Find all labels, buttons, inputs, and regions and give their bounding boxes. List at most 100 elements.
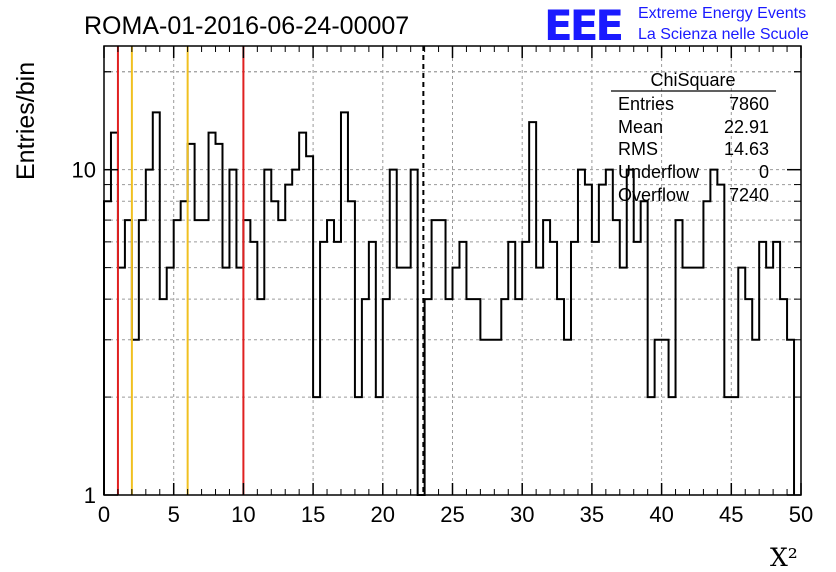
histogram-bin <box>432 220 439 495</box>
histogram-bin <box>780 299 787 495</box>
histogram-bin <box>480 340 487 495</box>
histogram-bin <box>487 340 494 495</box>
stats-overflow-label: Overflow <box>618 185 690 205</box>
histogram-bin <box>759 242 766 495</box>
histogram-bin <box>236 268 243 495</box>
histogram-bin <box>578 170 585 495</box>
stats-box: ChiSquare Entries 7860 Mean 22.91 RMS 14… <box>611 70 776 205</box>
histogram-bin <box>271 201 278 495</box>
histogram-bin <box>606 170 613 495</box>
histogram-bin <box>167 268 174 495</box>
histogram-bin <box>111 133 118 495</box>
histogram-bin <box>703 201 710 495</box>
logo-line-1: Extreme Energy Events <box>638 5 806 22</box>
histogram-bin <box>662 340 669 495</box>
histogram-bin <box>341 112 348 495</box>
histogram-bin <box>132 340 139 495</box>
x-tick-label: 15 <box>301 502 325 527</box>
histogram-bin <box>501 299 508 495</box>
histogram-bin <box>446 299 453 495</box>
x-tick-label: 20 <box>371 502 395 527</box>
stats-mean-label: Mean <box>618 117 663 137</box>
histogram-bin <box>557 299 564 495</box>
stats-mean-value: 22.91 <box>724 117 769 137</box>
histogram-bin <box>731 397 738 495</box>
x-tick-label: 25 <box>440 502 464 527</box>
histogram-bin <box>655 340 662 495</box>
histogram-bin <box>508 242 515 495</box>
histogram-bin <box>787 340 794 495</box>
histogram-bin <box>473 299 480 495</box>
histogram-bin <box>348 201 355 495</box>
y-tick-label: 1 <box>84 483 96 508</box>
histogram-bin <box>459 242 466 495</box>
histogram-bin <box>306 156 313 495</box>
run-title: ROMA-01-2016-06-24-00007 <box>84 12 409 40</box>
histogram-bin <box>669 397 676 495</box>
histogram-bin <box>585 185 592 495</box>
histogram-bin <box>202 220 209 495</box>
histogram-bin <box>613 220 620 495</box>
plot-frame <box>103 45 802 496</box>
histogram-bin <box>362 299 369 495</box>
histogram-bin <box>648 397 655 495</box>
histogram-bin <box>153 112 160 495</box>
histogram-bin <box>564 340 571 495</box>
reference-lines <box>116 46 425 495</box>
histogram-bin <box>689 268 696 495</box>
stats-overflow-value: 7240 <box>729 185 769 205</box>
x-tick-label: 50 <box>789 502 813 527</box>
histogram-bin <box>696 268 703 495</box>
x-tick-label: 45 <box>719 502 743 527</box>
histogram-bin <box>216 144 223 495</box>
histogram-bin <box>543 220 550 495</box>
histogram-bin <box>683 268 690 495</box>
histogram-bin <box>745 299 752 495</box>
histogram-bin <box>222 268 229 495</box>
histogram-series <box>103 111 796 496</box>
histogram-bin <box>383 299 390 495</box>
stats-rms-value: 14.63 <box>724 139 769 159</box>
eee-logo: EEE Extreme Energy Events La Scienza nel… <box>544 1 809 50</box>
histogram-bin <box>411 170 418 495</box>
histogram-bin <box>641 201 648 495</box>
x-tick-label: 30 <box>510 502 534 527</box>
histogram-bin <box>466 299 473 495</box>
histogram-bin <box>369 242 376 495</box>
histogram-bin <box>676 220 683 495</box>
histogram-bin <box>257 299 264 495</box>
histogram-bin <box>404 268 411 495</box>
stats-rms-label: RMS <box>618 139 658 159</box>
histogram-bin <box>181 201 188 495</box>
histogram-bin <box>278 220 285 495</box>
histogram-bin <box>515 299 522 495</box>
histogram-bin <box>634 242 641 495</box>
histogram-bin <box>439 220 446 495</box>
histogram-bin <box>390 170 397 495</box>
histogram-bin <box>627 170 634 495</box>
histogram-bin <box>188 144 195 495</box>
histogram-bin <box>522 242 529 495</box>
histogram-bin <box>229 170 236 495</box>
stats-entries-value: 7860 <box>729 94 769 114</box>
stats-title: ChiSquare <box>650 70 735 90</box>
histogram-bin <box>334 242 341 495</box>
histogram-bin <box>104 201 111 495</box>
histogram-bin <box>738 268 745 495</box>
histogram-bin <box>285 185 292 495</box>
logo-line-2: La Scienza nelle Scuole <box>638 26 809 43</box>
x-tick-label: 0 <box>98 502 110 527</box>
histogram-bin <box>536 268 543 495</box>
histogram-bin <box>724 397 731 495</box>
histogram-bin <box>752 340 759 495</box>
histogram-bin <box>571 242 578 495</box>
histogram-bin <box>139 220 146 495</box>
histogram-bin <box>313 397 320 495</box>
grid <box>104 46 801 495</box>
histogram-bin <box>425 299 432 495</box>
x-axis-label: X² <box>770 543 798 572</box>
histogram-bin <box>550 242 557 495</box>
x-tick-label: 40 <box>649 502 673 527</box>
x-tick-label: 5 <box>168 502 180 527</box>
